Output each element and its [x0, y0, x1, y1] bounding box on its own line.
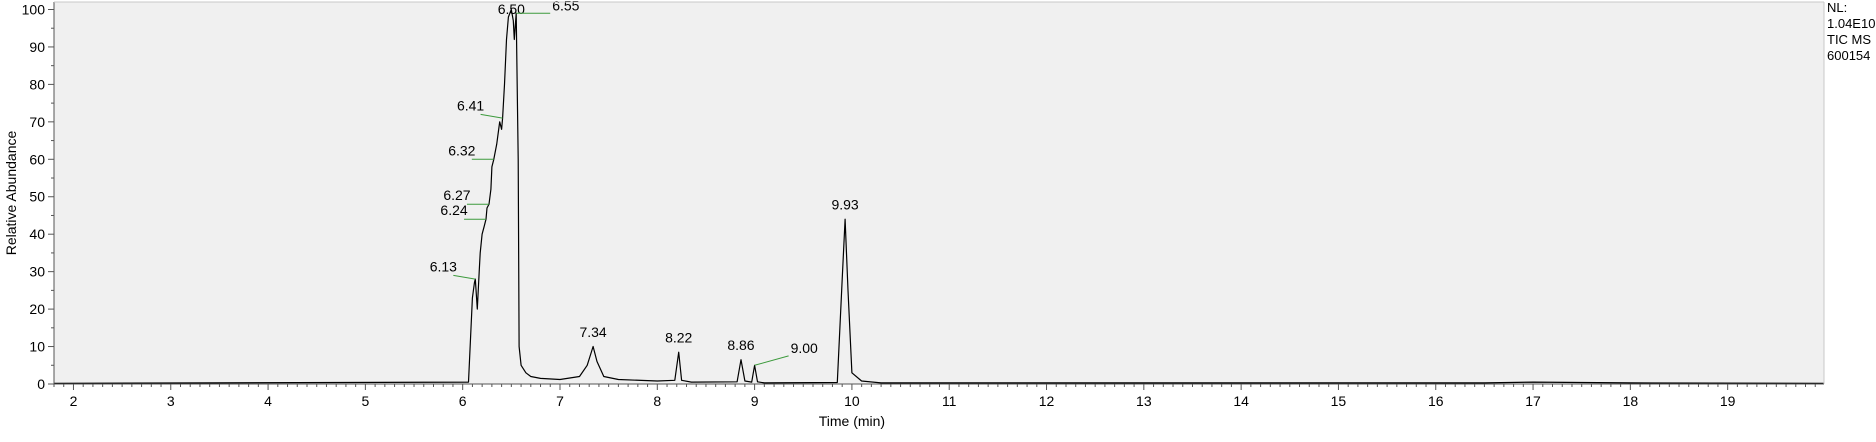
peak-leader	[480, 113, 503, 119]
peak-leader	[453, 274, 476, 280]
x-tick-label: 5	[361, 393, 369, 409]
x-tick-label: 13	[1136, 393, 1152, 409]
peak-leader	[754, 355, 789, 366]
x-tick-label: 6	[459, 393, 467, 409]
x-tick-label: 17	[1525, 393, 1541, 409]
y-tick-label: 60	[29, 151, 45, 167]
y-tick-label: 50	[29, 189, 45, 205]
y-tick-label: 70	[29, 114, 45, 130]
peak-label: 7.34	[579, 324, 606, 340]
x-tick-label: 9	[751, 393, 759, 409]
axis-ticks: 2 3 4 5 6 7 8 9 10 11 12 13 14 15 16 17 18 19 0 10 20 30 40 50 6…	[22, 1, 1816, 409]
x-tick-label: 15	[1331, 393, 1347, 409]
info-block: NL: 1.04E10 TIC MS 600154	[1827, 0, 1875, 63]
peak-label: 9.93	[831, 197, 858, 213]
y-tick-label: 100	[22, 1, 46, 17]
tic-trace	[53, 8, 1825, 384]
y-tick-label: 40	[29, 226, 45, 242]
peak-label: 6.27	[443, 187, 470, 203]
plot-area	[54, 2, 1824, 384]
y-tick-label: 20	[29, 301, 45, 317]
x-tick-label: 4	[264, 393, 272, 409]
peak-label: 8.86	[727, 337, 754, 353]
y-tick-label: 80	[29, 76, 45, 92]
peak-label: 6.55	[552, 0, 579, 13]
peak-label: 6.13	[430, 258, 457, 274]
info-line-nl: NL:	[1827, 0, 1847, 15]
y-tick-label: 10	[29, 339, 45, 355]
x-tick-label: 18	[1623, 393, 1639, 409]
x-tick-label: 8	[653, 393, 661, 409]
x-axis-title: Time (min)	[819, 413, 885, 429]
y-tick-label: 30	[29, 264, 45, 280]
y-tick-label: 90	[29, 39, 45, 55]
peak-label: 6.41	[457, 97, 484, 113]
x-tick-label: 19	[1720, 393, 1736, 409]
x-tick-label: 3	[167, 393, 175, 409]
x-tick-label: 10	[844, 393, 860, 409]
x-tick-label: 12	[1039, 393, 1055, 409]
y-axis-title: Relative Abundance	[3, 131, 19, 256]
y-tick-label: 0	[37, 376, 45, 392]
info-line-file-id: 600154	[1827, 48, 1870, 63]
peak-label: 6.24	[440, 202, 467, 218]
peak-label: 6.50	[498, 1, 525, 17]
x-tick-label: 2	[70, 393, 78, 409]
info-line-scan-filter: TIC MS	[1827, 32, 1871, 47]
peak-label: 8.22	[665, 330, 692, 346]
info-line-nl-value: 1.04E10	[1827, 16, 1875, 31]
axes	[53, 1, 1825, 385]
trace-layer	[53, 8, 1825, 384]
peak-annotations: 6.13 6.246.27 6.32 6.41 6.50 6.55 7.34 8.22 8.86…	[430, 0, 859, 366]
x-tick-label: 16	[1428, 393, 1444, 409]
x-tick-label: 14	[1233, 393, 1249, 409]
x-tick-label: 7	[556, 393, 564, 409]
x-tick-label: 11	[942, 393, 957, 409]
peak-label: 9.00	[791, 340, 818, 356]
peak-label: 6.32	[448, 142, 475, 158]
